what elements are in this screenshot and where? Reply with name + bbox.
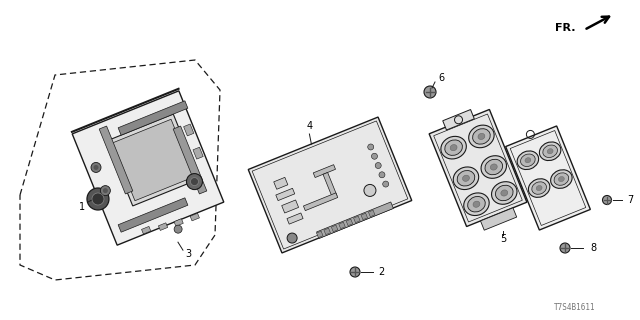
Polygon shape: [112, 119, 195, 201]
Text: 4: 4: [307, 121, 312, 131]
Circle shape: [379, 172, 385, 178]
Text: FR.: FR.: [556, 23, 576, 33]
Polygon shape: [443, 109, 474, 130]
Circle shape: [191, 178, 198, 186]
Ellipse shape: [492, 182, 517, 204]
Circle shape: [350, 267, 360, 277]
Ellipse shape: [536, 186, 542, 191]
Polygon shape: [106, 114, 200, 206]
Ellipse shape: [472, 129, 490, 144]
Circle shape: [364, 184, 376, 196]
Circle shape: [424, 86, 436, 98]
Circle shape: [602, 196, 611, 204]
Polygon shape: [174, 219, 183, 226]
Ellipse shape: [529, 179, 550, 197]
Ellipse shape: [550, 170, 572, 188]
Ellipse shape: [490, 164, 497, 170]
Ellipse shape: [457, 171, 475, 186]
Polygon shape: [429, 109, 527, 227]
Polygon shape: [276, 188, 295, 201]
Polygon shape: [317, 202, 394, 238]
Ellipse shape: [525, 158, 531, 163]
Circle shape: [383, 181, 388, 187]
Ellipse shape: [495, 185, 513, 201]
Ellipse shape: [445, 140, 463, 156]
Circle shape: [371, 153, 378, 159]
Ellipse shape: [540, 142, 561, 161]
Polygon shape: [274, 177, 288, 189]
Polygon shape: [173, 126, 207, 194]
Ellipse shape: [547, 149, 553, 154]
Polygon shape: [323, 172, 337, 197]
Ellipse shape: [481, 156, 506, 178]
Polygon shape: [118, 101, 188, 135]
Text: 7: 7: [627, 195, 633, 205]
Polygon shape: [324, 228, 330, 235]
Ellipse shape: [468, 125, 494, 148]
Ellipse shape: [485, 159, 502, 175]
Polygon shape: [118, 198, 188, 232]
Polygon shape: [190, 213, 200, 221]
Text: 3: 3: [185, 249, 191, 259]
Polygon shape: [159, 223, 168, 230]
Ellipse shape: [520, 154, 535, 166]
Circle shape: [375, 163, 381, 169]
Text: 8: 8: [590, 243, 596, 253]
Ellipse shape: [464, 193, 489, 215]
Polygon shape: [346, 219, 353, 226]
Ellipse shape: [450, 145, 457, 151]
Circle shape: [103, 188, 108, 193]
Ellipse shape: [473, 201, 480, 207]
Polygon shape: [72, 91, 224, 245]
Polygon shape: [369, 210, 375, 217]
Polygon shape: [481, 208, 516, 230]
Ellipse shape: [468, 196, 485, 212]
Ellipse shape: [517, 151, 539, 170]
Ellipse shape: [543, 145, 557, 157]
Ellipse shape: [501, 190, 508, 196]
Text: 6: 6: [438, 73, 444, 83]
Ellipse shape: [532, 182, 547, 194]
Ellipse shape: [463, 175, 469, 181]
Text: 5: 5: [500, 234, 507, 244]
Polygon shape: [317, 231, 323, 238]
Polygon shape: [287, 213, 303, 224]
Text: 1: 1: [79, 202, 85, 212]
Polygon shape: [506, 126, 590, 230]
Circle shape: [87, 188, 109, 210]
Polygon shape: [313, 165, 335, 178]
Polygon shape: [361, 213, 367, 220]
Circle shape: [100, 186, 110, 196]
Circle shape: [186, 173, 202, 189]
Polygon shape: [193, 147, 204, 159]
Polygon shape: [282, 200, 299, 213]
Ellipse shape: [453, 167, 479, 189]
Text: 2: 2: [378, 267, 384, 277]
Circle shape: [560, 243, 570, 253]
Circle shape: [368, 144, 374, 150]
Circle shape: [287, 233, 297, 243]
Circle shape: [174, 225, 182, 233]
Ellipse shape: [478, 133, 485, 140]
Polygon shape: [248, 117, 412, 253]
Circle shape: [92, 193, 104, 205]
Ellipse shape: [559, 177, 564, 182]
Polygon shape: [141, 226, 151, 234]
Polygon shape: [339, 222, 345, 229]
Circle shape: [93, 165, 99, 170]
Text: T7S4B1611: T7S4B1611: [554, 302, 596, 311]
Polygon shape: [99, 126, 133, 194]
Polygon shape: [354, 216, 360, 223]
Polygon shape: [303, 193, 338, 211]
Polygon shape: [184, 124, 194, 136]
Polygon shape: [332, 225, 338, 232]
Ellipse shape: [554, 173, 569, 185]
Ellipse shape: [441, 136, 467, 159]
Circle shape: [91, 163, 101, 172]
